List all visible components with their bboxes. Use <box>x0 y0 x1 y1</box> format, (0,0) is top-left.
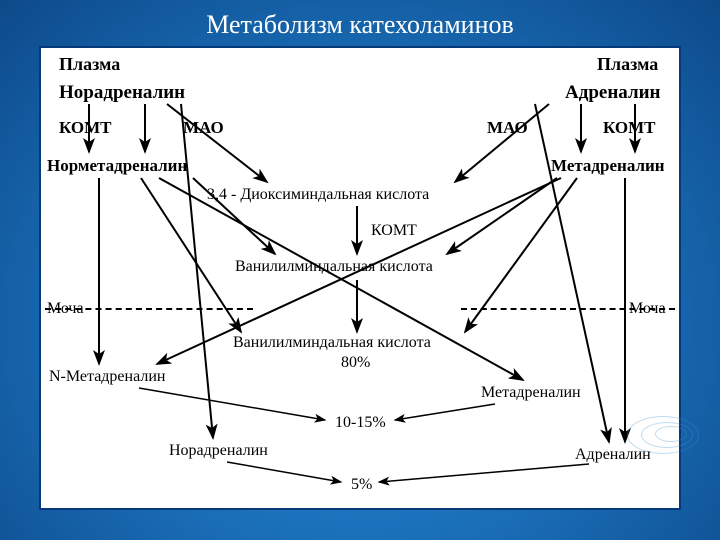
label-comt_l: КОМТ <box>59 118 112 138</box>
label-pct5: 5% <box>351 476 372 494</box>
dashed-separator <box>461 308 675 310</box>
dashed-separator <box>45 308 253 310</box>
ripple-decoration <box>655 426 687 442</box>
label-meta_r: Метадреналин <box>551 156 665 176</box>
label-adrenaline: Адреналин <box>565 82 661 104</box>
label-mao_r: МАО <box>487 118 528 138</box>
label-adr_u: Адреналин <box>575 446 651 464</box>
label-comt_r: КОМТ <box>603 118 656 138</box>
arrows-layer <box>41 48 679 508</box>
label-normeta: Норметадреналин <box>47 156 187 176</box>
label-vma1: Ванилилминдальная кислота <box>235 258 433 276</box>
arrow <box>379 464 589 482</box>
arrow <box>139 388 325 420</box>
label-noradrenaline: Норадреналин <box>59 82 185 104</box>
diagram-panel: Плазма Плазма Норадреналин Адреналин КОМТ МАО… <box>39 46 681 510</box>
arrow <box>227 462 341 482</box>
label-plasma_right: Плазма <box>597 54 658 75</box>
label-comt_mid: КОМТ <box>371 222 417 240</box>
arrow <box>181 104 213 438</box>
page-title: Метаболизм катехоламинов <box>0 0 720 46</box>
label-dioxy: 3,4 - Диоксиминдальная кислота <box>207 186 429 204</box>
label-nmeta_u: N-Метадреналин <box>49 368 165 386</box>
arrow <box>447 178 557 254</box>
label-mao_l: МАО <box>183 118 224 138</box>
label-plasma_left: Плазма <box>59 54 120 75</box>
arrow <box>395 404 495 420</box>
label-pct1015: 10-15% <box>335 414 386 432</box>
label-vma2b: 80% <box>341 354 370 372</box>
label-meta_u: Метадреналин <box>481 384 581 402</box>
label-vma2a: Ванилилминдальная кислота <box>233 334 431 352</box>
label-noradr_u: Норадреналин <box>169 442 268 460</box>
arrow <box>455 104 549 182</box>
